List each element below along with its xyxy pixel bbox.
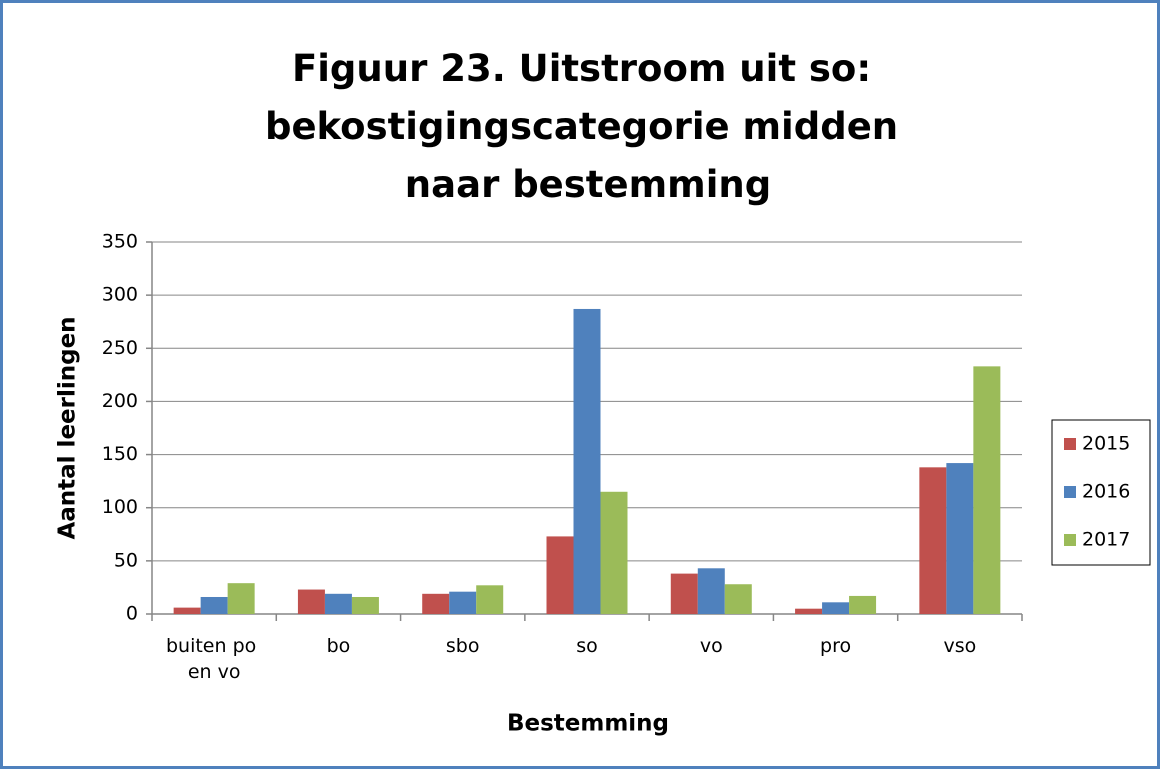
legend-label: 2016 bbox=[1082, 481, 1130, 503]
bar bbox=[173, 607, 201, 614]
bar bbox=[822, 602, 850, 614]
x-tick-label: buiten po en vo bbox=[166, 635, 262, 683]
chart-title: Figuur 23. Uitstroom uit so: bekostiging… bbox=[265, 47, 911, 206]
legend-label: 2017 bbox=[1082, 529, 1130, 551]
bar bbox=[422, 593, 450, 614]
x-tick-label: pro bbox=[820, 635, 851, 657]
bar bbox=[546, 536, 574, 614]
x-axis-label: Bestemming bbox=[507, 711, 669, 737]
bar bbox=[600, 491, 628, 614]
bar bbox=[724, 584, 752, 614]
bar bbox=[697, 568, 725, 614]
y-tick-label: 150 bbox=[102, 443, 138, 465]
y-tick-label: 0 bbox=[126, 603, 138, 625]
bar bbox=[297, 589, 325, 614]
y-tick-label: 200 bbox=[102, 390, 138, 412]
bar bbox=[670, 573, 698, 614]
y-axis-label: Aantal leerlingen bbox=[55, 316, 81, 539]
bar bbox=[351, 596, 379, 614]
legend-label: 2015 bbox=[1082, 433, 1130, 455]
y-tick-label: 50 bbox=[114, 549, 138, 571]
legend-swatch bbox=[1064, 438, 1076, 450]
bar bbox=[324, 593, 352, 614]
bar bbox=[200, 596, 228, 614]
legend-swatch bbox=[1064, 534, 1076, 546]
y-tick-label: 250 bbox=[102, 337, 138, 359]
bar bbox=[946, 463, 974, 614]
bar bbox=[476, 585, 504, 614]
y-tick-label: 350 bbox=[102, 231, 138, 253]
x-tick-label: bo bbox=[327, 635, 351, 657]
bar bbox=[849, 595, 877, 614]
bar bbox=[449, 591, 477, 614]
x-tick-label: so bbox=[576, 635, 598, 657]
y-tick-label: 100 bbox=[102, 496, 138, 518]
bar bbox=[573, 308, 601, 614]
x-tick-label: vso bbox=[943, 635, 976, 657]
bar bbox=[919, 467, 947, 614]
y-tick-label: 300 bbox=[102, 284, 138, 306]
x-tick-label: vo bbox=[700, 635, 723, 657]
bar bbox=[795, 608, 823, 614]
x-tick-label: sbo bbox=[446, 635, 480, 657]
bar bbox=[227, 583, 255, 614]
legend-swatch bbox=[1064, 486, 1076, 498]
bar bbox=[973, 366, 1001, 614]
